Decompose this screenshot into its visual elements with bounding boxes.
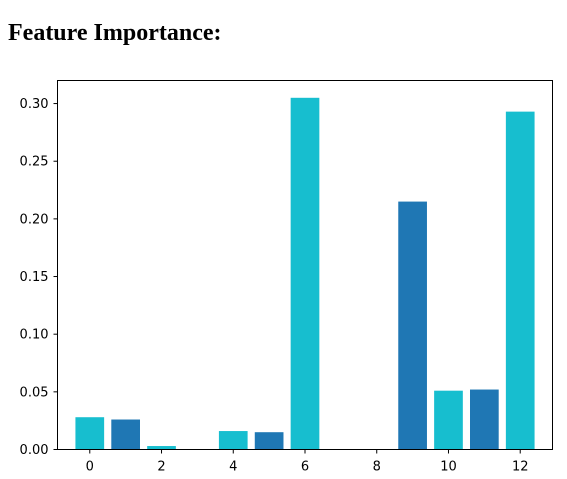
x-tick-label: 10 [440, 460, 457, 475]
x-tick-label: 8 [373, 460, 381, 475]
plot-frame [57, 80, 553, 450]
y-tick-label: 0.05 [20, 385, 49, 400]
bar-feature-10 [434, 390, 463, 450]
bar-feature-5 [254, 432, 284, 450]
page-title: Feature Importance: [8, 20, 222, 46]
y-tick-label: 0.30 [20, 97, 49, 112]
bar-feature-2 [147, 446, 176, 450]
y-tick-label: 0.10 [20, 328, 49, 343]
bar-feature-12 [505, 111, 535, 450]
y-tick-label: 0.25 [20, 155, 49, 170]
x-tick-label: 6 [301, 460, 309, 475]
ticks-group: 0 2 4 6 8 10 12 0.00 0.05 0.10 0.15 0.20 0.25 0.30 [20, 97, 529, 474]
bar-feature-1 [111, 419, 140, 450]
y-tick-label: 0.00 [20, 443, 49, 458]
bar-feature-6 [290, 97, 320, 450]
y-tick-label: 0.15 [20, 270, 49, 285]
x-tick-label: 2 [157, 460, 165, 475]
x-tick-label: 12 [512, 460, 529, 475]
bar-feature-9 [398, 201, 427, 450]
y-tick-label: 0.20 [20, 212, 49, 227]
bars-group [75, 97, 535, 450]
bar-feature-11 [470, 389, 499, 450]
x-tick-label: 4 [229, 460, 237, 475]
x-tick-label: 0 [86, 460, 94, 475]
bar-feature-4 [218, 431, 248, 450]
bar-feature-0 [75, 417, 105, 450]
